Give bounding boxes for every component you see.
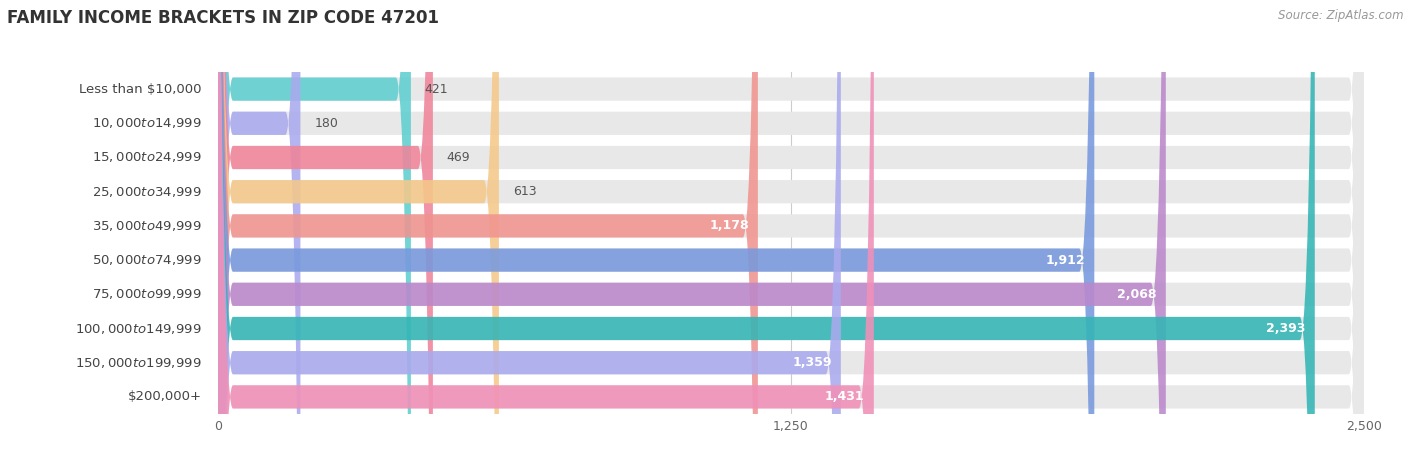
Text: $200,000+: $200,000+ xyxy=(128,391,202,403)
Text: $75,000 to $99,999: $75,000 to $99,999 xyxy=(93,287,202,302)
Text: $150,000 to $199,999: $150,000 to $199,999 xyxy=(76,356,202,370)
FancyBboxPatch shape xyxy=(218,0,1364,450)
FancyBboxPatch shape xyxy=(218,0,1364,450)
Text: 469: 469 xyxy=(447,151,470,164)
FancyBboxPatch shape xyxy=(218,0,1364,450)
Text: Source: ZipAtlas.com: Source: ZipAtlas.com xyxy=(1278,9,1403,22)
FancyBboxPatch shape xyxy=(218,0,1364,450)
Text: Less than $10,000: Less than $10,000 xyxy=(79,83,202,95)
Text: 1,178: 1,178 xyxy=(709,220,749,232)
Text: 1,912: 1,912 xyxy=(1046,254,1085,266)
Text: $10,000 to $14,999: $10,000 to $14,999 xyxy=(93,116,202,130)
FancyBboxPatch shape xyxy=(218,0,1364,450)
Text: 1,359: 1,359 xyxy=(792,356,832,369)
Text: 613: 613 xyxy=(513,185,536,198)
FancyBboxPatch shape xyxy=(218,0,1364,450)
FancyBboxPatch shape xyxy=(218,0,411,450)
FancyBboxPatch shape xyxy=(218,0,1364,450)
FancyBboxPatch shape xyxy=(218,0,499,450)
FancyBboxPatch shape xyxy=(218,0,1166,450)
Text: FAMILY INCOME BRACKETS IN ZIP CODE 47201: FAMILY INCOME BRACKETS IN ZIP CODE 47201 xyxy=(7,9,439,27)
FancyBboxPatch shape xyxy=(218,0,1364,450)
Text: $100,000 to $149,999: $100,000 to $149,999 xyxy=(76,321,202,336)
Text: 1,431: 1,431 xyxy=(825,391,865,403)
FancyBboxPatch shape xyxy=(218,0,758,450)
Text: $25,000 to $34,999: $25,000 to $34,999 xyxy=(93,184,202,199)
Text: $50,000 to $74,999: $50,000 to $74,999 xyxy=(93,253,202,267)
FancyBboxPatch shape xyxy=(218,0,1364,450)
FancyBboxPatch shape xyxy=(218,0,841,450)
FancyBboxPatch shape xyxy=(218,0,875,450)
Text: 2,068: 2,068 xyxy=(1118,288,1157,301)
Text: 421: 421 xyxy=(425,83,449,95)
Text: 180: 180 xyxy=(314,117,337,130)
FancyBboxPatch shape xyxy=(218,0,1364,450)
Text: $15,000 to $24,999: $15,000 to $24,999 xyxy=(93,150,202,165)
FancyBboxPatch shape xyxy=(218,0,301,450)
FancyBboxPatch shape xyxy=(218,0,1094,450)
FancyBboxPatch shape xyxy=(218,0,1315,450)
FancyBboxPatch shape xyxy=(218,0,433,450)
Text: $35,000 to $49,999: $35,000 to $49,999 xyxy=(93,219,202,233)
Text: 2,393: 2,393 xyxy=(1267,322,1306,335)
